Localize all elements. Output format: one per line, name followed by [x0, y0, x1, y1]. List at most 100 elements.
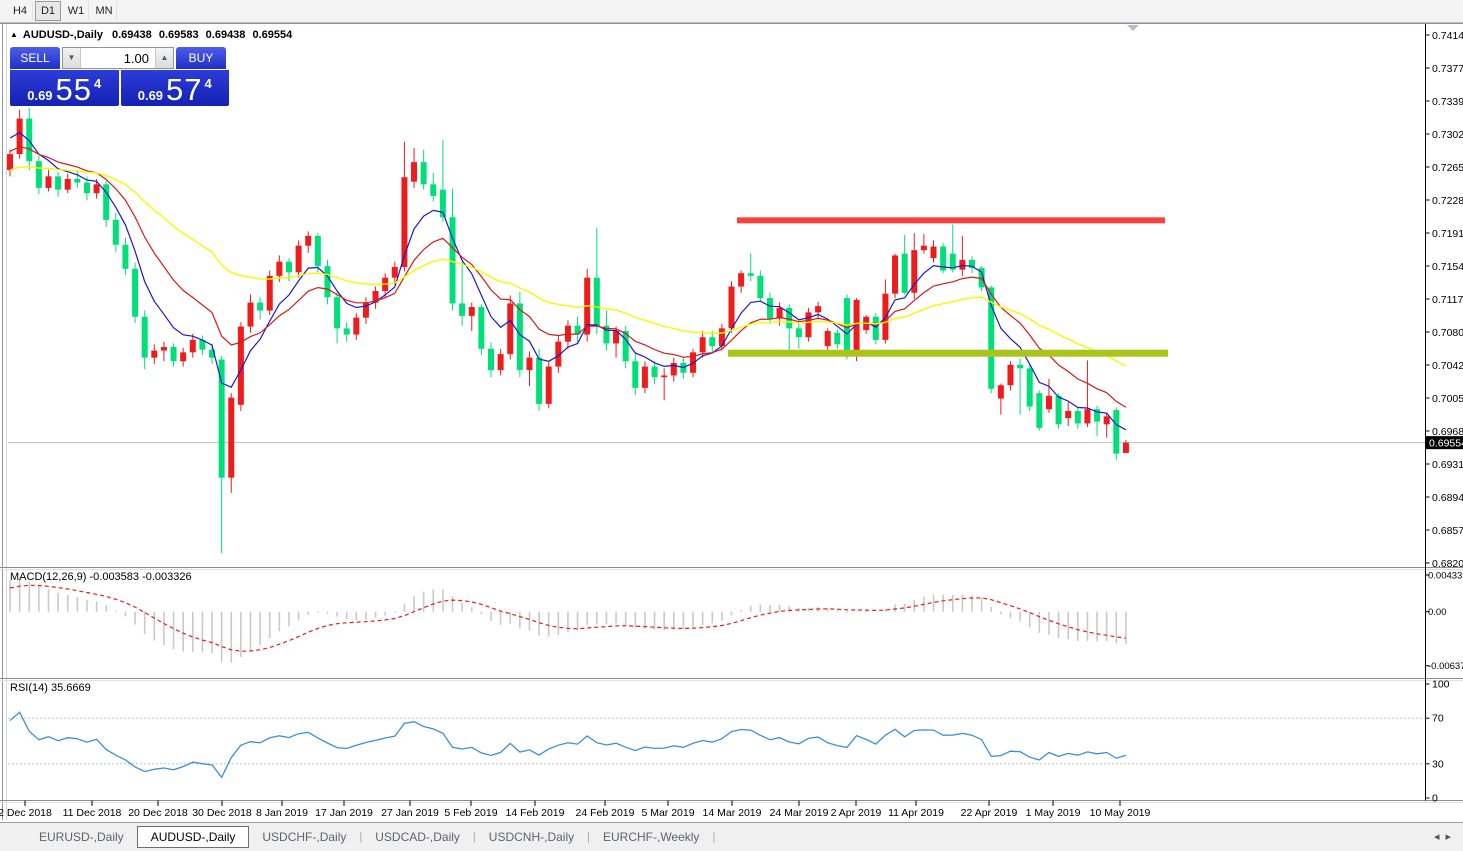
- tab-scroll-right-icon[interactable]: ▸: [1445, 831, 1457, 843]
- sell-price-display[interactable]: 0.69 55 4: [10, 70, 119, 106]
- volume-increase-button[interactable]: ▲: [155, 48, 173, 68]
- rsi-indicator-label: RSI(14) 35.6669: [10, 682, 91, 694]
- svg-text:14 Feb 2019: 14 Feb 2019: [506, 807, 565, 819]
- ma-line-slow: [9, 166, 1127, 367]
- buy-button[interactable]: BUY: [176, 47, 226, 69]
- svg-text:27 Jan 2019: 27 Jan 2019: [381, 807, 439, 819]
- rsi-value: 35.6669: [50, 682, 91, 694]
- macd-signal-line: [9, 584, 1127, 652]
- timeframe-button-d1[interactable]: D1: [35, 1, 61, 21]
- macd-values: -0.003583 -0.003326: [89, 571, 192, 583]
- svg-text:100: 100: [1432, 679, 1450, 691]
- support-line: [728, 349, 1168, 357]
- chart-tab-audusd-daily[interactable]: AUDUSD-,Daily: [136, 826, 250, 848]
- sell-price-prefix: 0.69: [27, 88, 53, 103]
- svg-text:24 Mar 2019: 24 Mar 2019: [770, 807, 829, 819]
- svg-text:10 May 2019: 10 May 2019: [1090, 807, 1151, 819]
- rsi-name: RSI(14): [10, 682, 48, 694]
- svg-text:0: 0: [1432, 793, 1438, 805]
- chart-tab-eurusd-daily[interactable]: EURUSD-,Daily: [39, 830, 124, 844]
- tab-separator: |: [712, 831, 716, 843]
- macd-panel: 0.004331 0.00 -0.006373: [9, 571, 1463, 672]
- svg-text:-0.006373: -0.006373: [1428, 661, 1463, 672]
- svg-text:1 May 2019: 1 May 2019: [1026, 807, 1081, 819]
- timeframe-button-mn[interactable]: MN: [91, 1, 117, 21]
- buy-price-pip: 4: [204, 76, 212, 91]
- chart-tab-usdcad-daily[interactable]: USDCAD-,Daily: [375, 830, 460, 844]
- svg-text:5 Feb 2019: 5 Feb 2019: [444, 807, 497, 819]
- buy-price-digits: 57: [166, 72, 203, 107]
- svg-text:0.004331: 0.004331: [1428, 571, 1463, 582]
- svg-text:70: 70: [1432, 713, 1444, 725]
- chart-tab-usdchf-daily[interactable]: USDCHF-,Daily: [262, 830, 347, 844]
- resistance-line: [737, 217, 1165, 224]
- svg-text:11 Apr 2019: 11 Apr 2019: [888, 807, 944, 819]
- date-axis: 2 Dec 2018 11 Dec 2018 20 Dec 2018 30 Dec 2…: [0, 800, 1151, 819]
- svg-text:2 Apr 2019: 2 Apr 2019: [831, 807, 882, 819]
- chart-tab-usdcnh-daily[interactable]: USDCNH-,Daily: [488, 830, 575, 844]
- high-value: 0.69583: [158, 29, 199, 41]
- svg-text:11 Dec 2018: 11 Dec 2018: [63, 807, 122, 819]
- tab-scroll-left-icon[interactable]: ◂: [1433, 831, 1446, 843]
- one-click-trading-panel: SELL ▼ ▲ BUY 0.69 55 4 0.69 57 4: [10, 47, 229, 106]
- rsi-panel: 100 70 30 0: [8, 679, 1450, 805]
- collapse-triangle-icon[interactable]: ▲: [10, 29, 18, 39]
- open-value: 0.69438: [112, 29, 152, 41]
- volume-input[interactable]: [81, 48, 155, 68]
- current-price-badge: [1426, 436, 1463, 450]
- svg-text:8 Jan 2019: 8 Jan 2019: [256, 807, 308, 819]
- chart-title: ▲ AUDUSD-,Daily 0.69438 0.69583 0.69438 …: [10, 29, 292, 41]
- svg-text:30 Dec 2018: 30 Dec 2018: [192, 807, 252, 819]
- svg-text:22 Apr 2019: 22 Apr 2019: [961, 807, 1018, 819]
- buy-price-display[interactable]: 0.69 57 4: [120, 70, 229, 107]
- ohlc-values: 0.69438 0.69583 0.69438 0.69554: [108, 29, 292, 41]
- tab-separator: |: [359, 831, 363, 843]
- tab-separator: |: [472, 831, 476, 843]
- ma-line-fast: [9, 131, 1127, 431]
- svg-text:24 Feb 2019: 24 Feb 2019: [576, 807, 635, 819]
- svg-text:17 Jan 2019: 17 Jan 2019: [315, 807, 373, 819]
- svg-text:0.00: 0.00: [1428, 607, 1447, 618]
- chart-tab-eurchf-weekly[interactable]: EURCHF-,Weekly: [602, 830, 700, 844]
- macd-indicator-label: MACD(12,26,9) -0.003583 -0.003326: [10, 571, 192, 583]
- low-value: 0.69438: [205, 29, 246, 41]
- buy-price-prefix: 0.69: [137, 88, 164, 103]
- sell-button[interactable]: SELL: [10, 47, 60, 69]
- svg-text:0.69554: 0.69554: [1429, 438, 1463, 450]
- timeframe-button-h4[interactable]: H4: [7, 1, 33, 21]
- rsi-line: [9, 711, 1127, 779]
- svg-text:2 Dec 2018: 2 Dec 2018: [0, 807, 52, 819]
- svg-text:20 Dec 2018: 20 Dec 2018: [128, 807, 188, 819]
- tab-separator: |: [587, 831, 590, 843]
- macd-name: MACD(12,26,9): [10, 571, 87, 583]
- chart-tab-bar: EURUSD-,Daily AUDUSD-,Daily USDCHF-,Daily |…: [0, 822, 1463, 851]
- tab-scroll-arrows[interactable]: ◂▸: [1434, 830, 1457, 843]
- ma-line-medium: [9, 146, 1127, 408]
- symbol-name: AUDUSD-,Daily: [22, 29, 103, 41]
- svg-text:30: 30: [1432, 758, 1444, 770]
- volume-control: ▼ ▲: [62, 47, 174, 69]
- close-value: 0.69554: [252, 29, 293, 41]
- volume-decrease-button[interactable]: ▼: [63, 48, 81, 68]
- timeframe-button-w1[interactable]: W1: [63, 1, 89, 21]
